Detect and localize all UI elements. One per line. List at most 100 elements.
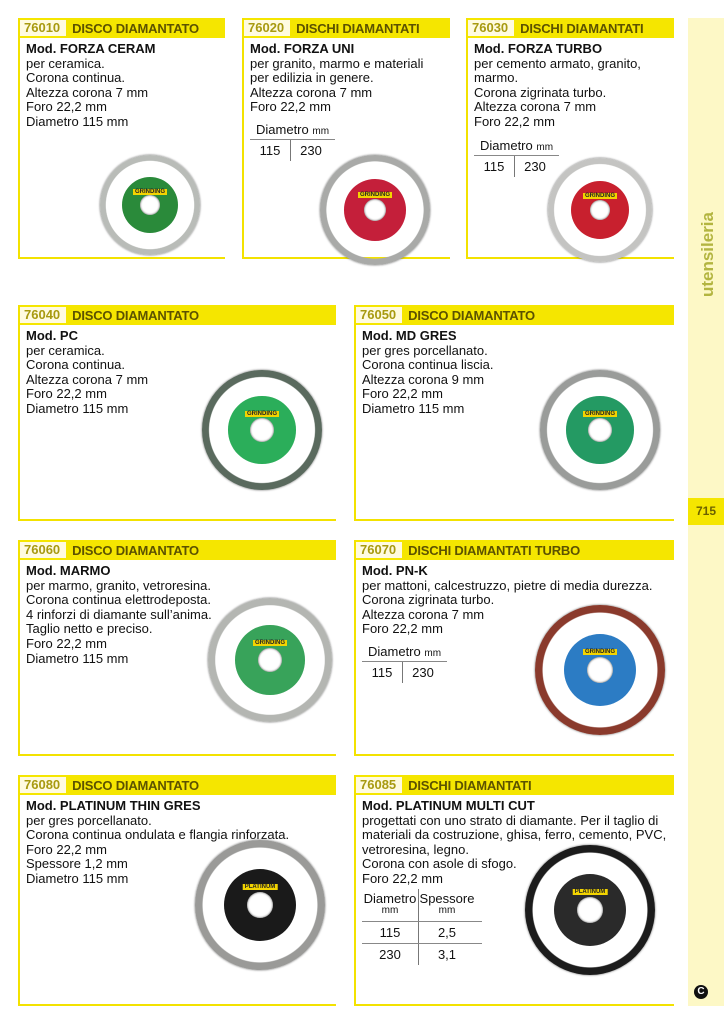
spec-line: Corona zigrinata turbo.	[474, 84, 607, 100]
product-model: Mod. MD GRES	[362, 328, 457, 343]
product-panel-76080: 76080 DISCO DIAMANTATO Mod. PLATINUM THIN …	[18, 775, 336, 1006]
spec-line: Foro 22,2 mm	[362, 621, 443, 637]
spec-line: Corona continua.	[26, 70, 126, 86]
table-cell: 115	[250, 140, 291, 161]
spec-line: Taglio netto e preciso.	[26, 621, 153, 637]
table-header: Diametro mm	[474, 138, 560, 156]
product-model: Mod. FORZA TURBO	[474, 41, 603, 56]
spec-line: Altezza corona 9 mm	[362, 371, 485, 387]
product-title: DISCO DIAMANTATO	[72, 777, 199, 793]
spec-line: Corona continua elettrodeposta.	[26, 592, 212, 608]
product-model: Mod. FORZA UNI	[250, 41, 355, 56]
product-title: DISCHI DIAMANTATI	[408, 777, 532, 793]
product-code: 76020	[244, 20, 291, 36]
disc-hole	[587, 657, 613, 683]
spec-line: Corona continua ondulata e flangia rinfo…	[26, 827, 290, 843]
spec-line: Diametro 115 mm	[26, 400, 129, 416]
product-code: 76030	[468, 20, 515, 36]
product-model: Mod. PLATINUM THIN GRES	[26, 798, 201, 813]
spec-line: Corona zigrinata turbo.	[362, 592, 495, 608]
disc-hole	[247, 892, 273, 918]
spec-line: per mattoni, calcestruzzo, pietre di med…	[362, 577, 653, 593]
disc-brand-logo: PLATINUM	[242, 884, 278, 891]
diamond-disc-image: GRINDING	[548, 158, 652, 262]
diamond-disc-image: GRINDING	[202, 370, 322, 490]
product-header: 76020 DISCHI DIAMANTATI	[244, 18, 450, 38]
table-cell: 115	[362, 662, 403, 683]
spec-line: per cemento armato, granito,	[474, 55, 641, 71]
spec-line: vetroresina, legno.	[362, 841, 469, 857]
diamond-disc-image: GRINDING	[208, 598, 332, 722]
disc-hole	[589, 199, 611, 221]
product-description: Mod. FORZA UNI per granito, marmo e mater…	[250, 41, 424, 115]
spec-line: Foro 22,2 mm	[26, 841, 107, 857]
product-code: 76050	[356, 307, 403, 323]
product-description: Mod. PN-K per mattoni, calcestruzzo, piet…	[362, 563, 653, 637]
diamond-disc-image: PLATINUM	[525, 845, 655, 975]
diamond-disc-image: PLATINUM	[195, 840, 325, 970]
product-header: 76060 DISCO DIAMANTATO	[20, 540, 336, 560]
disc-brand-logo: GRINDING	[133, 189, 167, 195]
table-row: 115 2,5	[362, 922, 482, 944]
disc-hole	[588, 418, 612, 442]
product-panel-76070: 76070 DISCHI DIAMANTATI TURBO Mod. PN-K per…	[354, 540, 674, 756]
product-model: Mod. PN-K	[362, 563, 428, 578]
product-code: 76070	[356, 542, 403, 558]
diamond-disc-image: GRINDING	[540, 370, 660, 490]
spec-line: per granito, marmo e materiali	[250, 55, 424, 71]
spec-line: Foro 22,2 mm	[26, 99, 107, 115]
spec-line: Diametro 115 mm	[362, 400, 465, 416]
product-title: DISCO DIAMANTATO	[408, 307, 535, 323]
product-panel-76010: 76010 DISCO DIAMANTATO Mod. FORZA CERAM per…	[18, 18, 225, 259]
product-model: Mod. PC	[26, 328, 78, 343]
product-title: DISCO DIAMANTATO	[72, 542, 199, 558]
spec-line: marmo.	[474, 70, 519, 86]
spec-line: Foro 22,2 mm	[250, 99, 331, 115]
section-label: utensileria	[698, 212, 717, 298]
table-header: Spessore mm	[419, 891, 475, 916]
product-panel-76040: 76040 DISCO DIAMANTATO Mod. PC per ceramica…	[18, 305, 336, 521]
disc-brand-logo: PLATINUM	[572, 889, 608, 896]
product-description: Mod. FORZA CERAM per ceramica. Corona cont…	[26, 41, 156, 130]
spec-line: 4 rinforzi di diamante sull’anima.	[26, 606, 212, 622]
table-cell: 230	[412, 665, 434, 680]
table-row: 230 3,1	[362, 944, 482, 965]
spec-line: Corona continua.	[26, 357, 126, 373]
product-header: 76010 DISCO DIAMANTATO	[20, 18, 225, 38]
spec-line: Foro 22,2 mm	[26, 386, 107, 402]
product-panel-76020: 76020 DISCHI DIAMANTATI Mod. FORZA UNI per …	[242, 18, 450, 259]
spec-line: Corona continua liscia.	[362, 357, 494, 373]
diameter-table: Diametro mm 115 230	[474, 138, 560, 177]
product-header: 76040 DISCO DIAMANTATO	[20, 305, 336, 325]
spec-line: Diametro 115 mm	[26, 650, 129, 666]
diameter-thickness-table: Diametro mm Spessore mm 115 2,5 230 3,1	[362, 889, 482, 965]
product-title: DISCHI DIAMANTATI	[520, 20, 644, 36]
product-panel-76050: 76050 DISCO DIAMANTATO Mod. MD GRES per gre…	[354, 305, 674, 521]
product-description: Mod. PC per ceramica. Corona continua. Alte…	[26, 328, 148, 417]
table-cell: 230	[524, 159, 546, 174]
spec-line: per ceramica.	[26, 55, 105, 71]
spec-line: per edilizia in genere.	[250, 70, 374, 86]
spec-line: Altezza corona 7 mm	[474, 99, 597, 115]
spec-line: per gres porcellanato.	[362, 342, 488, 358]
product-code: 76040	[20, 307, 67, 323]
spec-line: materiali da costruzione, ghisa, ferro, …	[362, 827, 667, 843]
spec-line: per ceramica.	[26, 342, 105, 358]
spec-line: Foro 22,2 mm	[362, 870, 443, 886]
product-title: DISCHI DIAMANTATI TURBO	[408, 542, 581, 558]
spec-line: Altezza corona 7 mm	[250, 84, 373, 100]
disc-brand-logo: GRINDING	[245, 410, 279, 417]
product-model: Mod. FORZA CERAM	[26, 41, 156, 56]
product-model: Mod. MARMO	[26, 563, 111, 578]
product-code: 76085	[356, 777, 403, 793]
diameter-table: Diametro mm 115 230	[362, 644, 448, 683]
spec-line: Altezza corona 7 mm	[26, 84, 149, 100]
spec-line: per marmo, granito, vetroresina.	[26, 577, 211, 593]
product-description: Mod. FORZA TURBO per cemento armato, gran…	[474, 41, 641, 130]
disc-brand-logo: GRINDING	[253, 640, 287, 647]
diamond-disc-image: GRINDING	[100, 155, 200, 255]
disc-hole	[364, 199, 386, 221]
product-model: Mod. PLATINUM MULTI CUT	[362, 798, 535, 813]
diamond-disc-image: GRINDING	[535, 605, 665, 735]
table-cell: 230	[300, 143, 322, 158]
